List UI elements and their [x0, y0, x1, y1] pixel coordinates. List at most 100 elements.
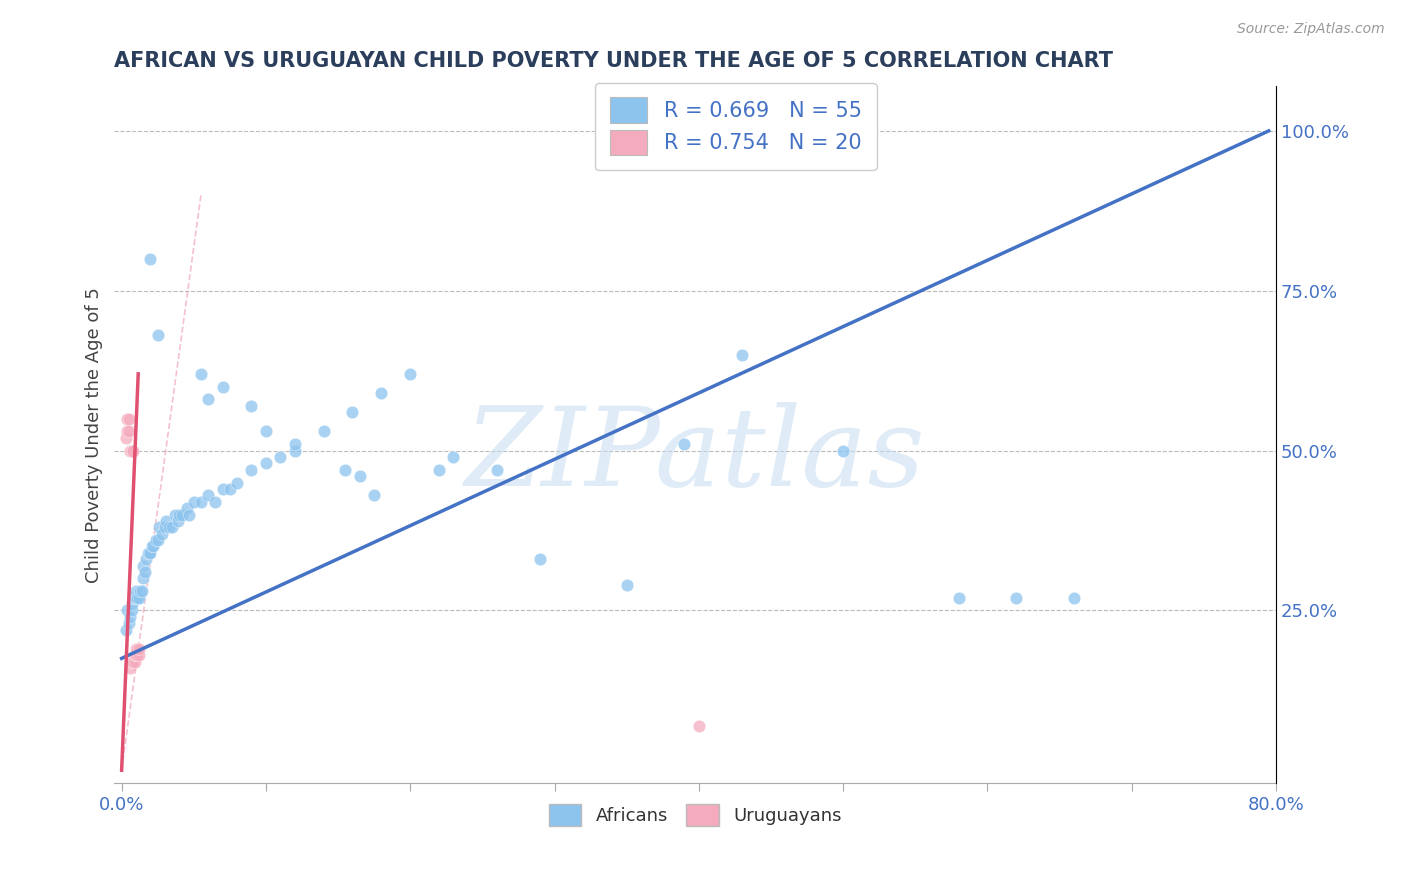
Point: [363, 488, 385, 502]
Text: AFRICAN VS URUGUAYAN CHILD POVERTY UNDER THE AGE OF 5 CORRELATION CHART: AFRICAN VS URUGUAYAN CHILD POVERTY UNDER…: [114, 51, 1114, 70]
Point: [948, 591, 970, 605]
Point: [139, 546, 162, 560]
Point: [121, 597, 143, 611]
Point: [124, 648, 146, 662]
Point: [160, 520, 183, 534]
Point: [226, 475, 249, 490]
Point: [127, 648, 149, 662]
Point: [167, 514, 190, 528]
Point: [176, 501, 198, 516]
Point: [138, 546, 160, 560]
Point: [115, 623, 138, 637]
Point: [163, 508, 186, 522]
Point: [169, 508, 191, 522]
Point: [399, 367, 422, 381]
Point: [673, 437, 696, 451]
Point: [128, 648, 150, 662]
Point: [139, 252, 162, 266]
Point: [146, 328, 169, 343]
Point: [121, 603, 143, 617]
Point: [146, 533, 169, 547]
Point: [153, 520, 176, 534]
Point: [190, 494, 212, 508]
Point: [731, 143, 754, 157]
Point: [1063, 591, 1085, 605]
Point: [124, 655, 146, 669]
Point: [125, 641, 148, 656]
Point: [342, 405, 364, 419]
Point: [128, 641, 150, 656]
Point: [136, 546, 159, 560]
Point: [127, 591, 149, 605]
Point: [118, 616, 141, 631]
Point: [616, 578, 638, 592]
Point: [197, 488, 219, 502]
Point: [190, 367, 212, 381]
Point: [1005, 591, 1028, 605]
Point: [254, 425, 277, 439]
Point: [148, 520, 170, 534]
Text: ZIPatlas: ZIPatlas: [465, 401, 925, 509]
Point: [240, 463, 263, 477]
Point: [121, 655, 143, 669]
Point: [124, 591, 146, 605]
Point: [269, 450, 291, 464]
Point: [115, 431, 138, 445]
Point: [135, 552, 157, 566]
Point: [145, 533, 167, 547]
Point: [117, 411, 139, 425]
Point: [335, 463, 357, 477]
Point: [122, 655, 145, 669]
Point: [150, 526, 173, 541]
Point: [349, 469, 371, 483]
Point: [122, 443, 145, 458]
Point: [132, 558, 155, 573]
Point: [312, 425, 335, 439]
Point: [127, 641, 149, 656]
Point: [284, 437, 307, 451]
Point: [211, 379, 233, 393]
Point: [731, 348, 754, 362]
Point: [128, 591, 150, 605]
Point: [211, 482, 233, 496]
Point: [688, 718, 710, 732]
Point: [172, 508, 194, 522]
Point: [129, 584, 152, 599]
Point: [117, 425, 139, 439]
Point: [125, 591, 148, 605]
Point: [125, 648, 148, 662]
Point: [443, 450, 465, 464]
Point: [120, 609, 142, 624]
Point: [121, 443, 143, 458]
Point: [120, 661, 142, 675]
Legend: Africans, Uruguayans: Africans, Uruguayans: [541, 797, 849, 833]
Point: [218, 482, 240, 496]
Point: [240, 399, 263, 413]
Point: [179, 508, 201, 522]
Point: [132, 571, 155, 585]
Point: [155, 514, 177, 528]
Point: [125, 584, 148, 599]
Point: [120, 443, 142, 458]
Point: [131, 584, 153, 599]
Point: [118, 425, 141, 439]
Point: [284, 443, 307, 458]
Point: [122, 591, 145, 605]
Point: [370, 386, 392, 401]
Point: [183, 494, 205, 508]
Point: [254, 456, 277, 470]
Text: Source: ZipAtlas.com: Source: ZipAtlas.com: [1237, 22, 1385, 37]
Point: [157, 520, 180, 534]
Point: [134, 565, 156, 579]
Point: [117, 603, 139, 617]
Point: [204, 494, 226, 508]
Point: [427, 463, 450, 477]
Point: [197, 392, 219, 407]
Point: [485, 463, 508, 477]
Point: [731, 143, 754, 157]
Point: [731, 143, 754, 157]
Point: [832, 443, 855, 458]
Point: [141, 540, 163, 554]
Y-axis label: Child Poverty Under the Age of 5: Child Poverty Under the Age of 5: [86, 286, 103, 582]
Point: [118, 411, 141, 425]
